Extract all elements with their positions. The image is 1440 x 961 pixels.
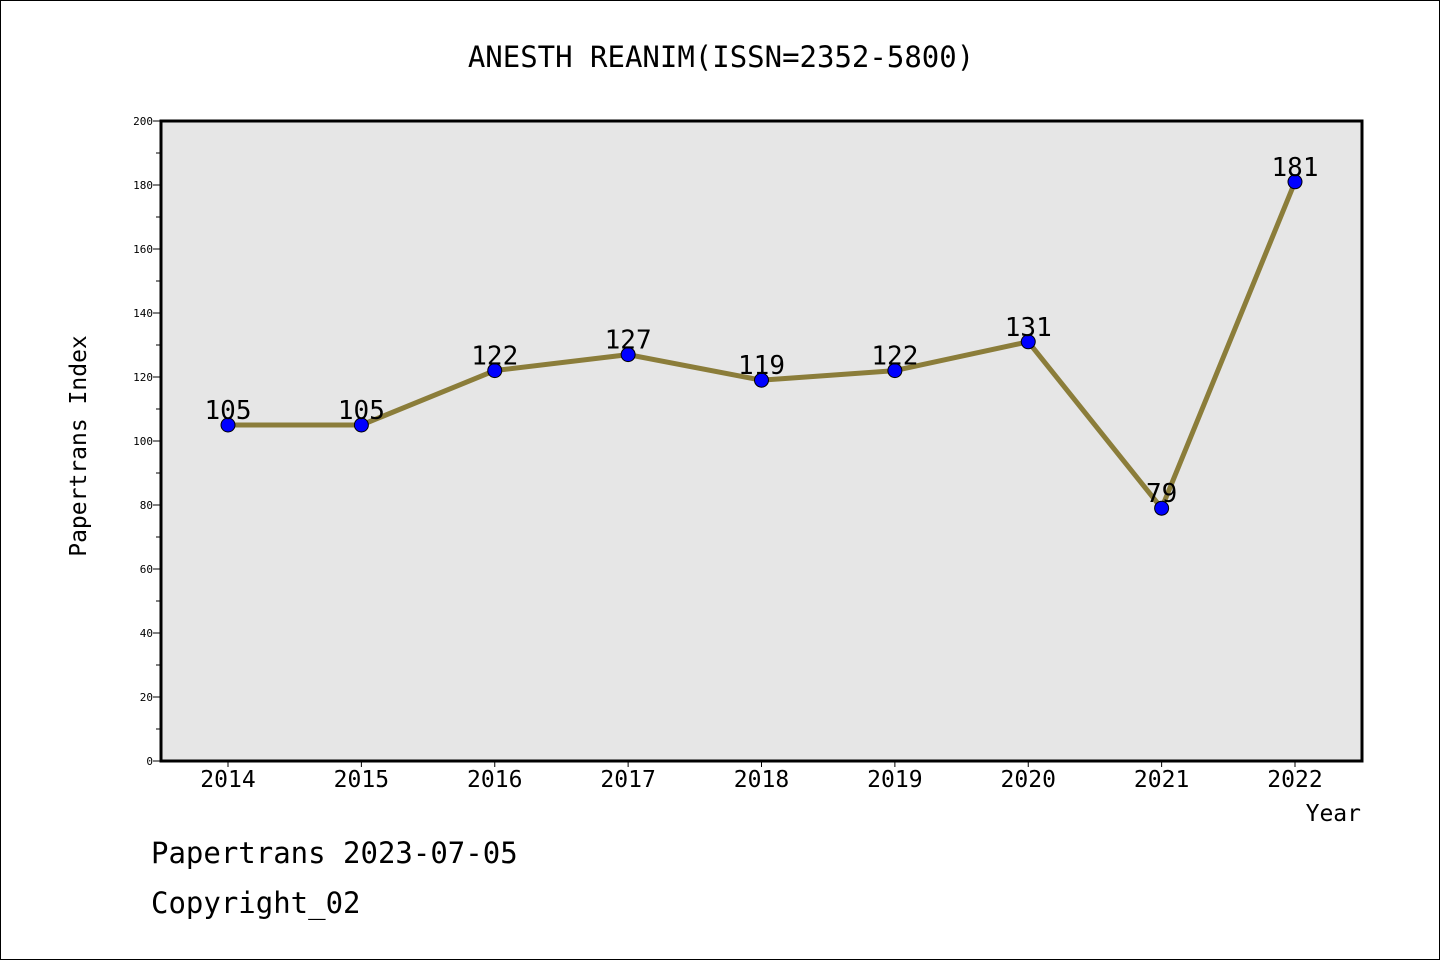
data-point [1020,334,1036,350]
footer-date: Papertrans 2023-07-05 [151,836,518,870]
x-axis-label: Year [1306,801,1361,827]
x-tick-label: 2021 [1134,767,1189,793]
y-axis-label: Papertrans Index [66,335,92,557]
x-axis-ticks: 2014 2015 2016 2017 2018 2019 2020 2021 2022 [200,761,1323,793]
y-tick-label: 40 [140,627,153,640]
data-point [220,417,236,433]
data-point [887,363,903,379]
x-tick-label: 2019 [867,767,922,793]
y-tick-label: 100 [133,435,153,448]
data-point [353,417,369,433]
x-tick-label: 2014 [200,767,255,793]
y-tick-label: 140 [133,307,153,320]
y-tick-label: 20 [140,691,153,704]
x-tick-label: 2018 [734,767,789,793]
y-axis-ticks: 0 20 40 60 80 100 120 140 160 180 200 [133,115,161,768]
footer-copyright: Copyright_02 [151,886,361,920]
chart-title: ANESTH REANIM(ISSN=2352-5800) [468,40,974,74]
data-label: 122 [871,342,918,372]
data-point [1154,500,1170,516]
data-label: 105 [338,396,385,426]
plot-area [159,119,1364,763]
data-point [754,372,769,388]
y-tick-label: 180 [133,179,153,192]
y-tick-label: 160 [133,243,153,256]
data-point [487,363,503,379]
data-point [1287,174,1303,190]
data-label: 119 [738,351,785,381]
data-label: 105 [205,396,252,426]
data-label: 127 [605,326,652,356]
y-tick-label: 200 [133,115,153,128]
y-tick-label: 120 [133,371,153,384]
data-point [620,347,636,363]
series-layer: 105 105 122 127 119 122 131 79 181 [205,153,1319,516]
data-label: 181 [1272,153,1319,183]
x-tick-label: 2016 [467,767,522,793]
x-tick-label: 2017 [600,767,655,793]
y-tick-label: 60 [140,563,153,576]
y-tick-label: 0 [146,755,153,768]
x-tick-label: 2020 [1001,767,1056,793]
y-tick-label: 80 [140,499,153,512]
data-label: 131 [1005,313,1052,343]
x-tick-label: 2022 [1267,767,1322,793]
x-tick-label: 2015 [334,767,389,793]
data-label: 122 [471,342,518,372]
data-label: 79 [1146,479,1177,509]
